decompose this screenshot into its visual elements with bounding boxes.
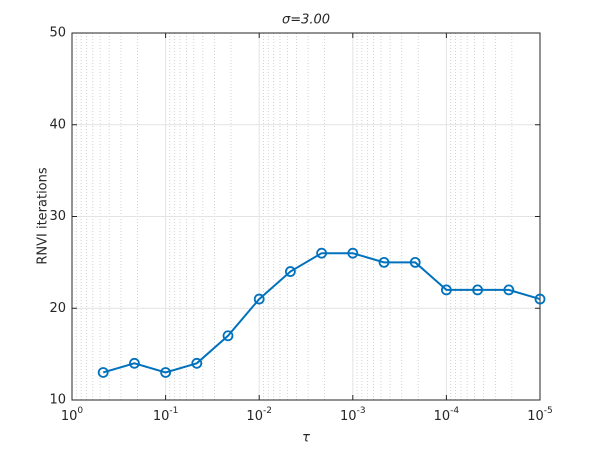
- marker: [316, 247, 328, 259]
- marker: [160, 367, 172, 378]
- marker: [253, 293, 265, 305]
- x-tick-label: 10-1: [153, 406, 179, 424]
- marker: [191, 357, 203, 369]
- y-axis-label: RNVI iterations: [36, 167, 51, 265]
- chart-title: σ=3.00: [282, 13, 330, 28]
- marker: [440, 284, 452, 296]
- marker: [284, 266, 296, 277]
- marker: [409, 256, 421, 268]
- y-tick-label: 30: [49, 209, 66, 224]
- marker: [378, 256, 390, 268]
- marker: [347, 247, 359, 259]
- marker: [222, 330, 234, 342]
- x-tick-label: 10-4: [434, 406, 460, 424]
- y-tick-label: 10: [49, 393, 66, 408]
- marker: [503, 284, 515, 296]
- series-line: [102, 252, 541, 374]
- x-axis-label: τ: [302, 431, 310, 446]
- axes-box: [71, 32, 541, 401]
- y-tick-label: 50: [49, 26, 66, 41]
- y-tick-label: 20: [49, 301, 66, 316]
- marker: [534, 293, 546, 305]
- marker: [472, 284, 483, 296]
- x-tick-label: 10-2: [246, 406, 272, 424]
- marker: [97, 367, 109, 378]
- marker: [129, 357, 140, 369]
- x-tick-label: 100: [61, 406, 84, 424]
- y-tick-label: 40: [49, 117, 66, 132]
- x-tick-label: 10-5: [527, 406, 553, 424]
- x-tick-label: 10-3: [340, 406, 366, 424]
